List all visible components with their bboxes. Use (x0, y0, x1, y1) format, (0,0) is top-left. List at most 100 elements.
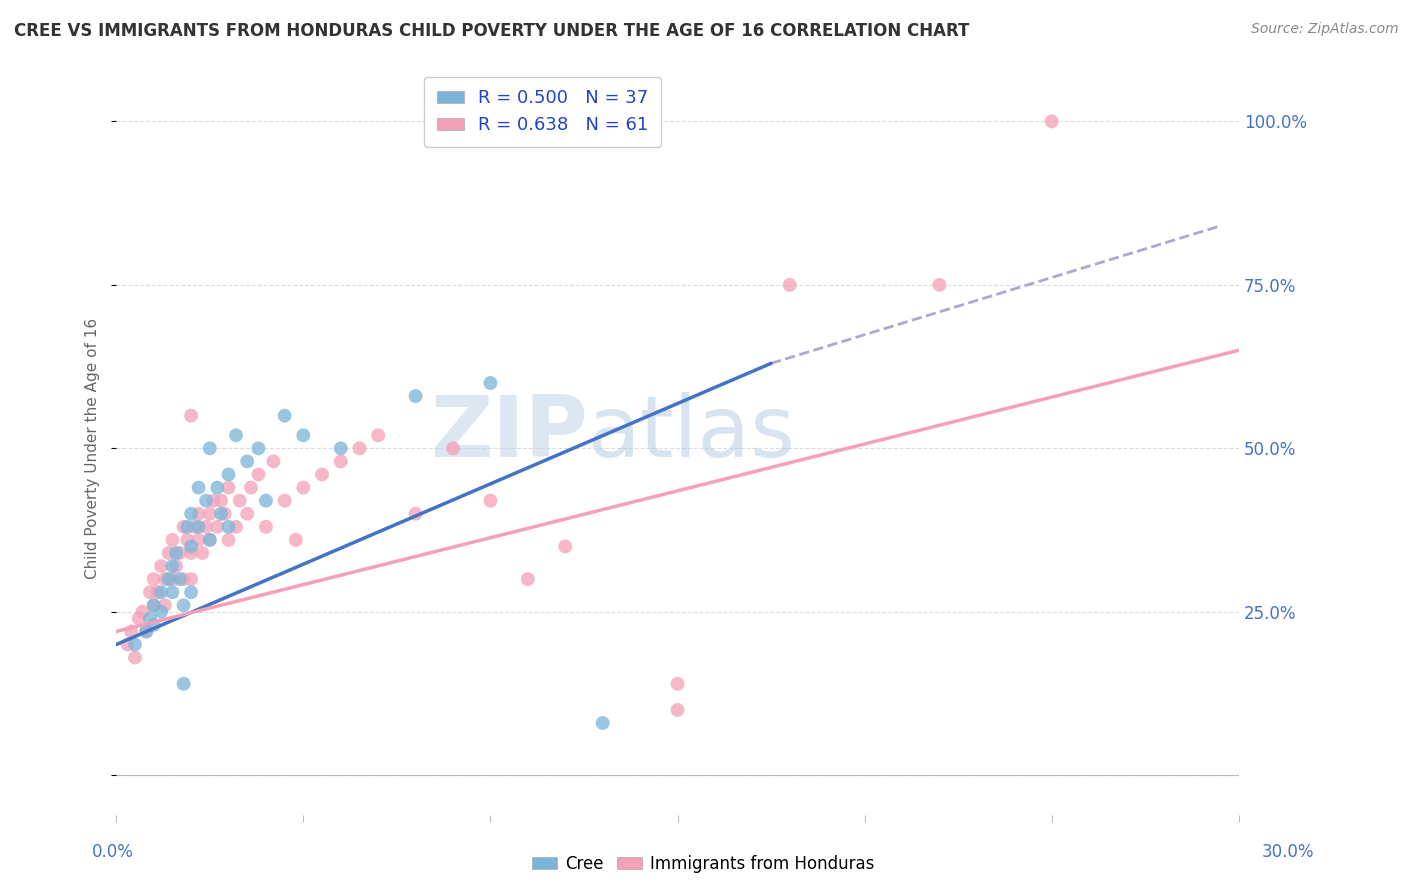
Point (150, 559, 173, 574)
Point (128, 611, 150, 625)
Point (225, 520, 247, 534)
Point (349, 442, 371, 456)
Point (666, 677, 689, 691)
Point (198, 533, 221, 547)
Point (273, 409, 295, 423)
Point (254, 493, 277, 508)
Point (218, 481, 240, 495)
Point (162, 533, 184, 547)
Point (157, 572, 180, 586)
Point (254, 520, 277, 534)
Point (187, 481, 209, 495)
Point (329, 454, 352, 468)
Point (162, 572, 184, 586)
Text: ZIP: ZIP (430, 392, 588, 475)
Point (928, 277, 950, 292)
Point (592, 716, 614, 731)
Point (292, 481, 315, 495)
Point (142, 572, 165, 586)
Point (187, 507, 209, 521)
Point (187, 520, 209, 534)
Point (311, 467, 333, 482)
Point (198, 533, 221, 547)
Point (180, 572, 202, 586)
Point (198, 507, 221, 521)
Point (236, 454, 259, 468)
Point (666, 703, 689, 717)
Point (273, 493, 295, 508)
Point (153, 599, 176, 613)
Point (479, 376, 502, 390)
Point (142, 618, 165, 632)
Point (169, 572, 191, 586)
Point (139, 585, 162, 599)
Point (229, 493, 252, 508)
Point (173, 599, 195, 613)
Point (153, 572, 176, 586)
Point (284, 533, 307, 547)
Text: CREE VS IMMIGRANTS FROM HONDURAS CHILD POVERTY UNDER THE AGE OF 16 CORRELATION C: CREE VS IMMIGRANTS FROM HONDURAS CHILD P… (14, 22, 969, 40)
Point (162, 585, 184, 599)
Point (240, 481, 263, 495)
Point (236, 507, 259, 521)
Legend: Cree, Immigrants from Honduras: Cree, Immigrants from Honduras (524, 848, 882, 880)
Point (191, 546, 214, 560)
Point (142, 599, 165, 613)
Point (180, 540, 202, 554)
Point (173, 677, 195, 691)
Point (173, 572, 195, 586)
Point (124, 638, 146, 652)
Point (150, 585, 173, 599)
Y-axis label: Child Poverty Under the Age of 16: Child Poverty Under the Age of 16 (86, 318, 100, 579)
Point (117, 638, 139, 652)
Point (202, 493, 225, 508)
Point (209, 507, 232, 521)
Point (180, 409, 202, 423)
Point (198, 442, 221, 456)
Point (329, 442, 352, 456)
Point (405, 507, 427, 521)
Point (169, 546, 191, 560)
Point (479, 493, 502, 508)
Point (262, 454, 284, 468)
Point (218, 467, 240, 482)
Legend: R = 0.500   N = 37, R = 0.638   N = 61: R = 0.500 N = 37, R = 0.638 N = 61 (425, 77, 661, 147)
Text: 30.0%: 30.0% (1263, 843, 1315, 861)
Point (779, 277, 801, 292)
Point (142, 599, 165, 613)
Point (180, 507, 202, 521)
Text: Source: ZipAtlas.com: Source: ZipAtlas.com (1251, 22, 1399, 37)
Point (214, 507, 236, 521)
Point (225, 428, 247, 442)
Point (165, 546, 187, 560)
Point (367, 428, 389, 442)
Point (157, 546, 180, 560)
Point (150, 605, 173, 619)
Point (135, 624, 157, 639)
Point (405, 389, 427, 403)
Point (218, 520, 240, 534)
Point (207, 520, 229, 534)
Point (1040, 114, 1063, 128)
Point (292, 428, 315, 442)
Point (176, 533, 198, 547)
Point (195, 493, 218, 508)
Point (195, 520, 218, 534)
Point (131, 605, 153, 619)
Point (187, 533, 209, 547)
Point (139, 611, 162, 625)
Point (180, 546, 202, 560)
Point (135, 624, 157, 639)
Text: 0.0%: 0.0% (91, 843, 134, 861)
Point (173, 520, 195, 534)
Point (247, 467, 270, 482)
Point (162, 559, 184, 574)
Point (184, 520, 207, 534)
Text: atlas: atlas (588, 392, 796, 475)
Point (124, 650, 146, 665)
Point (165, 559, 187, 574)
Point (146, 585, 169, 599)
Point (120, 624, 142, 639)
Point (218, 533, 240, 547)
Point (554, 540, 576, 554)
